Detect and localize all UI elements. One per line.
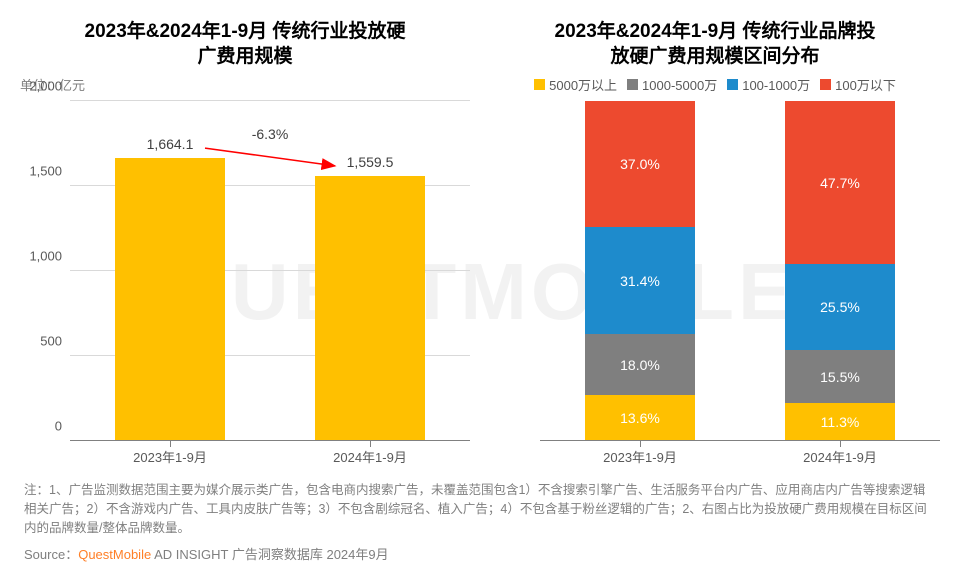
left-x-labels: 2023年1-9月2024年1-9月 — [70, 441, 470, 471]
x-category-label: 2023年1-9月 — [540, 441, 740, 471]
source-line: Source：QuestMobile AD INSIGHT 广告洞察数据库 20… — [0, 538, 960, 563]
segment-pct-label: 18.0% — [620, 357, 660, 373]
left-chart-title: 2023年&2024年1-9月 传统行业投放硬 广费用规模 — [20, 20, 470, 69]
x-category-label: 2024年1-9月 — [740, 441, 940, 471]
right-grid: 37.0% 31.4% 18.0% 13.6% 47.7% 25.5% 15.5% 11.3% — [540, 101, 940, 441]
stack-segment: 18.0% — [585, 334, 695, 395]
y-tick-label: 1,000 — [29, 249, 62, 264]
segment-pct-label: 37.0% — [620, 156, 660, 172]
right-legend: 5000万以上 1000-5000万 100-1000万 100万以下 — [490, 73, 940, 95]
stack-segment: 13.6% — [585, 395, 695, 441]
footnotes: 注：1、广告监测数据范围主要为媒介展示类广告，包含电商内搜索广告，未覆盖范围包含… — [0, 471, 960, 537]
right-stacked-chart: 2023年&2024年1-9月 传统行业品牌投 放硬广费用规模区间分布 5000… — [480, 20, 940, 471]
bar: 1,559.5 — [315, 176, 425, 441]
segment-pct-label: 25.5% — [820, 299, 860, 315]
stacked-bar: 37.0% 31.4% 18.0% 13.6% — [585, 101, 695, 441]
bar: 1,664.1 — [115, 158, 225, 441]
legend-item: 1000-5000万 — [627, 75, 717, 94]
right-x-labels: 2023年1-9月2024年1-9月 — [540, 441, 940, 471]
x-category-label: 2023年1-9月 — [70, 441, 270, 471]
segment-pct-label: 15.5% — [820, 369, 860, 385]
stack-segment: 25.5% — [785, 264, 895, 351]
stack-segment: 37.0% — [585, 101, 695, 227]
legend-item: 5000万以上 — [534, 75, 617, 94]
stack-segment: 11.3% — [785, 403, 895, 441]
unit-label: 单位：亿元 — [20, 73, 470, 95]
stack-segment: 47.7% — [785, 101, 895, 263]
legend-item: 100万以下 — [820, 75, 896, 94]
bar-value-label: 1,664.1 — [147, 136, 194, 152]
stacked-bar: 47.7% 25.5% 15.5% 11.3% — [785, 101, 895, 441]
stack-segment: 31.4% — [585, 227, 695, 334]
x-category-label: 2024年1-9月 — [270, 441, 470, 471]
left-grid: 1,664.11,559.5 -6.3% — [70, 101, 470, 441]
left-bar-chart: 2023年&2024年1-9月 传统行业投放硬 广费用规模 单位：亿元 0 500… — [20, 20, 480, 471]
segment-pct-label: 31.4% — [620, 273, 660, 289]
segment-pct-label: 11.3% — [821, 414, 860, 430]
left-y-axis: 05001,0001,5002,000 — [20, 101, 70, 441]
y-tick-label: 2,000 — [29, 79, 62, 94]
segment-pct-label: 47.7% — [820, 175, 860, 191]
right-chart-title: 2023年&2024年1-9月 传统行业品牌投 放硬广费用规模区间分布 — [490, 20, 940, 69]
legend-item: 100-1000万 — [727, 75, 810, 94]
segment-pct-label: 13.6% — [620, 410, 660, 426]
bar-value-label: 1,559.5 — [347, 154, 394, 170]
right-y-axis — [490, 101, 540, 441]
y-tick-label: 0 — [55, 419, 62, 434]
y-tick-label: 1,500 — [29, 164, 62, 179]
stack-segment: 15.5% — [785, 350, 895, 403]
y-tick-label: 500 — [40, 334, 62, 349]
